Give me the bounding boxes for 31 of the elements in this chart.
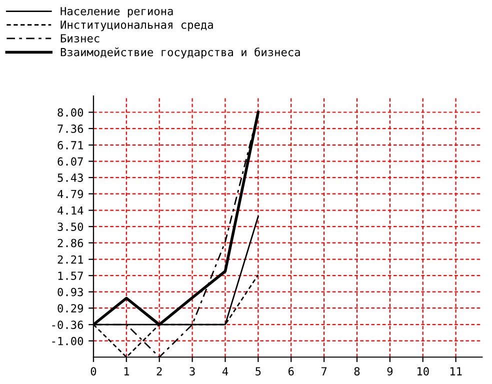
y-tick-label: 6.07	[58, 157, 83, 166]
y-tick-label: 6.71	[58, 141, 84, 150]
legend-label: Население региона	[60, 7, 173, 18]
y-tick-label: 4.14	[58, 206, 84, 215]
x-tick-label: 5	[256, 367, 261, 376]
legend-label: Бизнес	[60, 34, 100, 43]
x-tick-label: 2	[156, 367, 162, 376]
x-tick-label: 4	[222, 367, 228, 376]
x-tick-label: 7	[321, 367, 327, 376]
x-tick-label: 9	[387, 367, 393, 376]
legend-label: Институциональная среда	[60, 20, 213, 32]
x-tick-label: 6	[288, 367, 294, 376]
y-tick-label: 4.79	[58, 190, 84, 198]
y-tick-label: -1.00	[52, 336, 84, 346]
y-tick-label: -0.36	[52, 320, 84, 330]
legend-label: Взаимодействие государства и бизнеса	[60, 47, 300, 58]
x-tick-label: 0	[90, 367, 96, 376]
y-tick-label: 8.00	[58, 108, 84, 117]
x-tick-label: 1	[124, 367, 130, 376]
x-tick-label: 10	[418, 367, 429, 376]
x-tick-label: 8	[354, 367, 360, 376]
y-tick-label: 5.43	[58, 174, 83, 182]
y-tick-label: 0.29	[58, 304, 84, 313]
y-tick-label: 0.93	[58, 288, 83, 296]
y-tick-label: 1.57	[58, 272, 83, 280]
x-tick-label: 3	[190, 367, 195, 376]
x-tick-label: 11	[450, 367, 462, 376]
y-tick-label: 2.21	[58, 255, 84, 264]
y-tick-label: 2.86	[58, 238, 84, 248]
y-tick-label: 7.36	[58, 124, 84, 133]
y-tick-label: 3.50	[58, 222, 84, 231]
